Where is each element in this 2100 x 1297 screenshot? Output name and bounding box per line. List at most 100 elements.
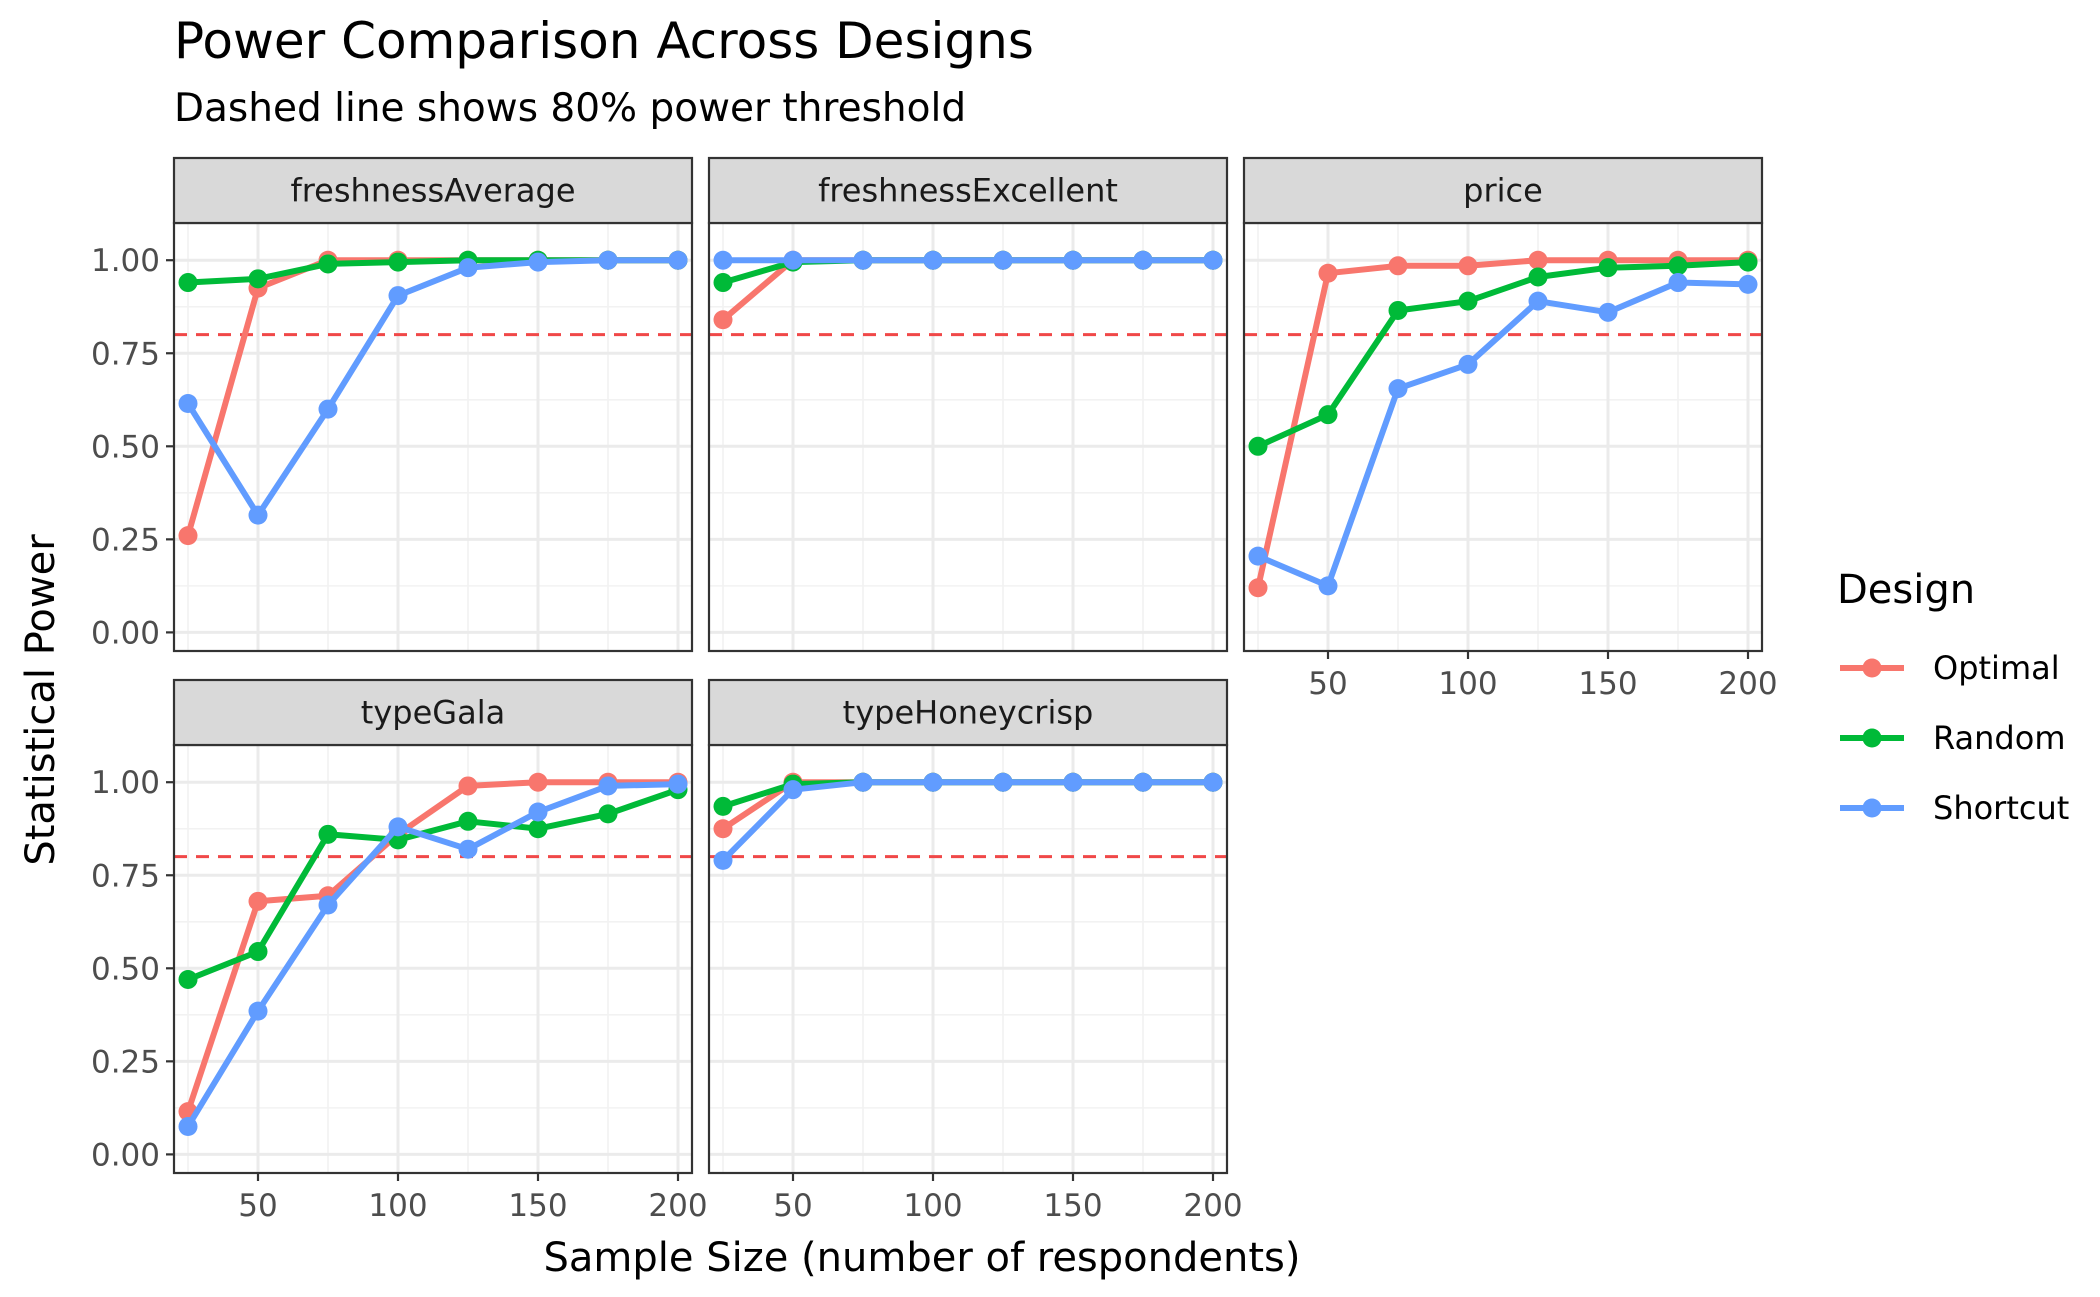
- series-line-optimal: [185, 779, 678, 1113]
- data-point-shortcut: [248, 1001, 268, 1021]
- data-point-shortcut: [528, 802, 548, 822]
- panel-freshness-excellent: freshnessExcellent: [707, 156, 1229, 653]
- data-point-shortcut: [598, 776, 618, 796]
- x-tick-label: 50: [1308, 666, 1347, 702]
- strip-background: [707, 156, 1229, 225]
- data-point-shortcut: [388, 286, 408, 306]
- x-tick-label: 50: [773, 1188, 812, 1224]
- legend-key-point: [1862, 658, 1882, 678]
- x-tick-label: 100: [368, 1188, 427, 1224]
- data-point-random: [1458, 291, 1478, 311]
- data-point-shortcut: [668, 250, 688, 270]
- data-point-shortcut: [1203, 772, 1223, 792]
- y-tick-label: 1.00: [91, 243, 160, 279]
- data-point-shortcut: [783, 780, 803, 800]
- legend-item-shortcut: Shortcut: [1840, 789, 2069, 827]
- data-point-shortcut: [1063, 772, 1083, 792]
- data-point-shortcut: [993, 772, 1013, 792]
- data-point-random: [248, 942, 268, 962]
- data-point-optimal: [528, 772, 548, 792]
- panel-type-honeycrisp: typeHoneycrisp 50 100 150 200: [707, 678, 1243, 1224]
- data-point-random: [1528, 267, 1548, 287]
- legend-label: Shortcut: [1933, 789, 2069, 827]
- data-point-random: [178, 273, 198, 293]
- facet-panels: freshnessAverage0.000.250.500.751.00fres…: [91, 156, 1778, 1224]
- legend-key-point: [1862, 728, 1882, 748]
- data-point-shortcut: [318, 895, 338, 915]
- data-point-random: [598, 804, 618, 824]
- legend-label: Random: [1933, 719, 2065, 757]
- strip-background: [172, 678, 694, 747]
- data-point-shortcut: [598, 250, 618, 270]
- y-tick-label: 1.00: [91, 765, 160, 801]
- chart-title: Power Comparison Across Designs: [174, 12, 1034, 70]
- panel-type-gala: typeGala 0.00 0.25 0.50 0.75 1.00 50 100 150 200: [91, 678, 708, 1224]
- data-point-shortcut: [528, 252, 548, 272]
- strip-label: freshnessExcellent: [818, 172, 1118, 210]
- y-tick-label: 0.75: [91, 336, 160, 372]
- x-tick-label: 200: [1183, 1188, 1242, 1224]
- strip-background: [707, 678, 1229, 747]
- panel-freshness-average: freshnessAverage 0.00 0.25 0.50 0.75 1.00: [91, 156, 694, 653]
- data-point-shortcut: [923, 772, 943, 792]
- data-point-random: [458, 811, 478, 831]
- data-point-shortcut: [178, 1116, 198, 1136]
- data-point-optimal: [1388, 256, 1408, 276]
- y-tick-label: 0.00: [91, 615, 160, 651]
- x-axis-title: Sample Size (number of respondents): [544, 1235, 1301, 1281]
- y-axis-title: Statistical Power: [18, 534, 64, 866]
- data-point-shortcut: [783, 250, 803, 270]
- x-tick-label: 50: [238, 1188, 277, 1224]
- data-point-shortcut: [458, 258, 478, 278]
- legend: Design Optimal Random Shortcut: [1837, 567, 2069, 827]
- legend-label: Optimal: [1933, 649, 2060, 687]
- y-tick-label: 0.50: [91, 429, 160, 465]
- data-point-optimal: [713, 819, 733, 839]
- data-point-shortcut: [1203, 250, 1223, 270]
- data-point-random: [1598, 258, 1618, 278]
- data-point-shortcut: [993, 250, 1013, 270]
- data-point-random: [713, 796, 733, 816]
- data-point-random: [388, 252, 408, 272]
- data-point-shortcut: [1248, 546, 1268, 566]
- data-point-optimal: [178, 526, 198, 546]
- y-tick-label: 0.00: [91, 1137, 160, 1173]
- data-point-shortcut: [923, 250, 943, 270]
- data-point-shortcut: [1458, 354, 1478, 374]
- data-point-shortcut: [713, 850, 733, 870]
- data-point-shortcut: [1598, 302, 1618, 322]
- legend-title: Design: [1837, 567, 1975, 613]
- strip-label: typeGala: [361, 694, 505, 732]
- strip-label: freshnessAverage: [290, 172, 575, 210]
- data-point-shortcut: [853, 772, 873, 792]
- strip-label: typeHoneycrisp: [843, 694, 1094, 732]
- data-point-shortcut: [1063, 250, 1083, 270]
- x-tick-label: 100: [903, 1188, 962, 1224]
- x-tick-label: 150: [1578, 666, 1637, 702]
- data-point-optimal: [458, 776, 478, 796]
- data-point-shortcut: [1318, 576, 1338, 596]
- data-point-shortcut: [853, 250, 873, 270]
- data-point-random: [713, 273, 733, 293]
- legend-item-random: Random: [1840, 719, 2065, 757]
- panel-background: [709, 223, 1227, 651]
- data-point-shortcut: [318, 399, 338, 419]
- strip-label: price: [1463, 172, 1543, 210]
- legend-key-point: [1862, 798, 1882, 818]
- series-line-optimal: [1255, 257, 1748, 589]
- data-point-shortcut: [1133, 772, 1153, 792]
- chart-subtitle: Dashed line shows 80% power threshold: [174, 86, 966, 131]
- panel-price: price 50 100 150 200: [1242, 156, 1778, 702]
- x-tick-label: 150: [508, 1188, 567, 1224]
- data-point-shortcut: [1528, 291, 1548, 311]
- data-point-shortcut: [668, 774, 688, 794]
- y-tick-label: 0.25: [91, 522, 160, 558]
- data-point-random: [1738, 252, 1758, 272]
- data-point-random: [1388, 300, 1408, 320]
- data-point-optimal: [1528, 250, 1548, 270]
- y-tick-label: 0.75: [91, 858, 160, 894]
- data-point-random: [248, 269, 268, 289]
- data-point-shortcut: [388, 817, 408, 837]
- data-point-shortcut: [1388, 379, 1408, 399]
